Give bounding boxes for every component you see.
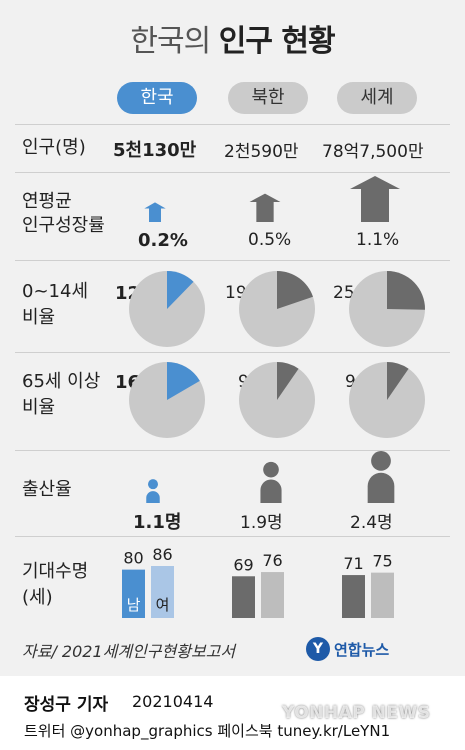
fertility-body-korea <box>146 491 160 503</box>
divider <box>15 450 450 451</box>
life-label-male-korea: 80 <box>123 549 143 568</box>
fertility-body-world <box>367 472 395 503</box>
young-pie-north-korea-slice <box>277 271 313 309</box>
old-pie-north-korea-slice <box>277 362 299 400</box>
yonhap-logo: Y 연합뉴스 <box>306 636 389 662</box>
growth-korea: 0.2% <box>138 230 188 251</box>
divider <box>15 260 450 261</box>
growth-world: 1.1% <box>356 230 400 250</box>
life-bar-female-north-korea <box>261 572 284 618</box>
yonhap-logo-icon: Y <box>306 637 330 661</box>
label-old-1: 65세 이상 <box>22 371 101 392</box>
title-bold: 인구 현황 <box>218 24 336 59</box>
life-bar-label-female: 여 <box>156 596 170 614</box>
page-title: 한국의 인구 현황 <box>0 16 465 60</box>
divider <box>15 172 450 173</box>
label-old-2: 비율 <box>22 397 56 418</box>
life-bar-label-male: 남 <box>127 596 141 614</box>
date: 20210414 <box>132 692 214 711</box>
life-bar-male-north-korea <box>232 576 255 618</box>
label-life-2: (세) <box>22 587 53 608</box>
life-label-female-world: 75 <box>372 552 392 571</box>
life-bar-female-world <box>371 572 394 618</box>
growth-roof-north-korea <box>249 193 281 202</box>
fertility-head-korea <box>148 479 158 490</box>
author: 장성구 기자 <box>24 695 109 715</box>
growth-north-korea: 0.5% <box>248 230 292 250</box>
population-north-korea: 2천590만 <box>224 142 299 162</box>
young-pie-korea-slice <box>167 271 194 309</box>
fertility-head-world <box>371 451 391 471</box>
label-population: 인구(명) <box>22 137 86 158</box>
life-label-female-korea: 86 <box>152 545 172 564</box>
label-young-1: 0~14세 <box>22 281 88 302</box>
label-growth-2: 인구성장률 <box>22 215 105 236</box>
growth-body-world <box>361 188 389 222</box>
growth-roof-korea <box>144 202 166 209</box>
title-light: 한국의 <box>130 24 211 59</box>
population-korea: 5천130만 <box>113 140 197 161</box>
fertility-north-korea: 1.9명 <box>240 513 283 533</box>
label-young-2: 비율 <box>22 307 56 328</box>
old-pie-korea-slice <box>167 362 200 400</box>
growth-body-korea <box>149 207 161 222</box>
life-bar-male-world <box>342 575 365 618</box>
fertility-world: 2.4명 <box>350 513 393 533</box>
tab-korea[interactable]: 한국 <box>117 82 197 114</box>
label-fertility: 출산율 <box>22 479 72 500</box>
life-bar-female-korea <box>151 566 174 618</box>
label-life-1: 기대수명 <box>22 561 89 582</box>
label-growth-1: 연평균 <box>22 191 72 212</box>
life-label-male-world: 71 <box>343 554 363 573</box>
watermark: YONHAP NEWS <box>282 703 431 723</box>
population-world: 78억7,500만 <box>322 142 424 162</box>
life-bar-male-korea <box>122 569 145 618</box>
divider <box>15 536 450 537</box>
fertility-korea: 1.1명 <box>133 512 182 533</box>
fertility-body-north-korea <box>260 479 282 503</box>
divider <box>15 124 450 125</box>
chart-graphics: 80 86 남 여 69 76 71 75 <box>122 176 425 618</box>
growth-body-north-korea <box>256 200 274 222</box>
yonhap-logo-text: 연합뉴스 <box>334 640 390 659</box>
life-label-male-north-korea: 69 <box>233 555 253 574</box>
divider <box>15 352 450 353</box>
social-links: 트위터 @yonhap_graphics 페이스북 tuney.kr/LeYN1 <box>24 722 391 740</box>
fertility-head-north-korea <box>263 461 279 478</box>
tab-north-korea[interactable]: 북한 <box>228 82 308 114</box>
life-label-female-north-korea: 76 <box>262 551 282 570</box>
tab-world[interactable]: 세계 <box>337 82 417 114</box>
growth-roof-world <box>350 176 400 189</box>
old-pie-world-slice <box>387 362 409 400</box>
young-pie-world-slice <box>387 271 425 310</box>
source-note: 자료/ 2021세계인구현황보고서 <box>22 642 236 661</box>
